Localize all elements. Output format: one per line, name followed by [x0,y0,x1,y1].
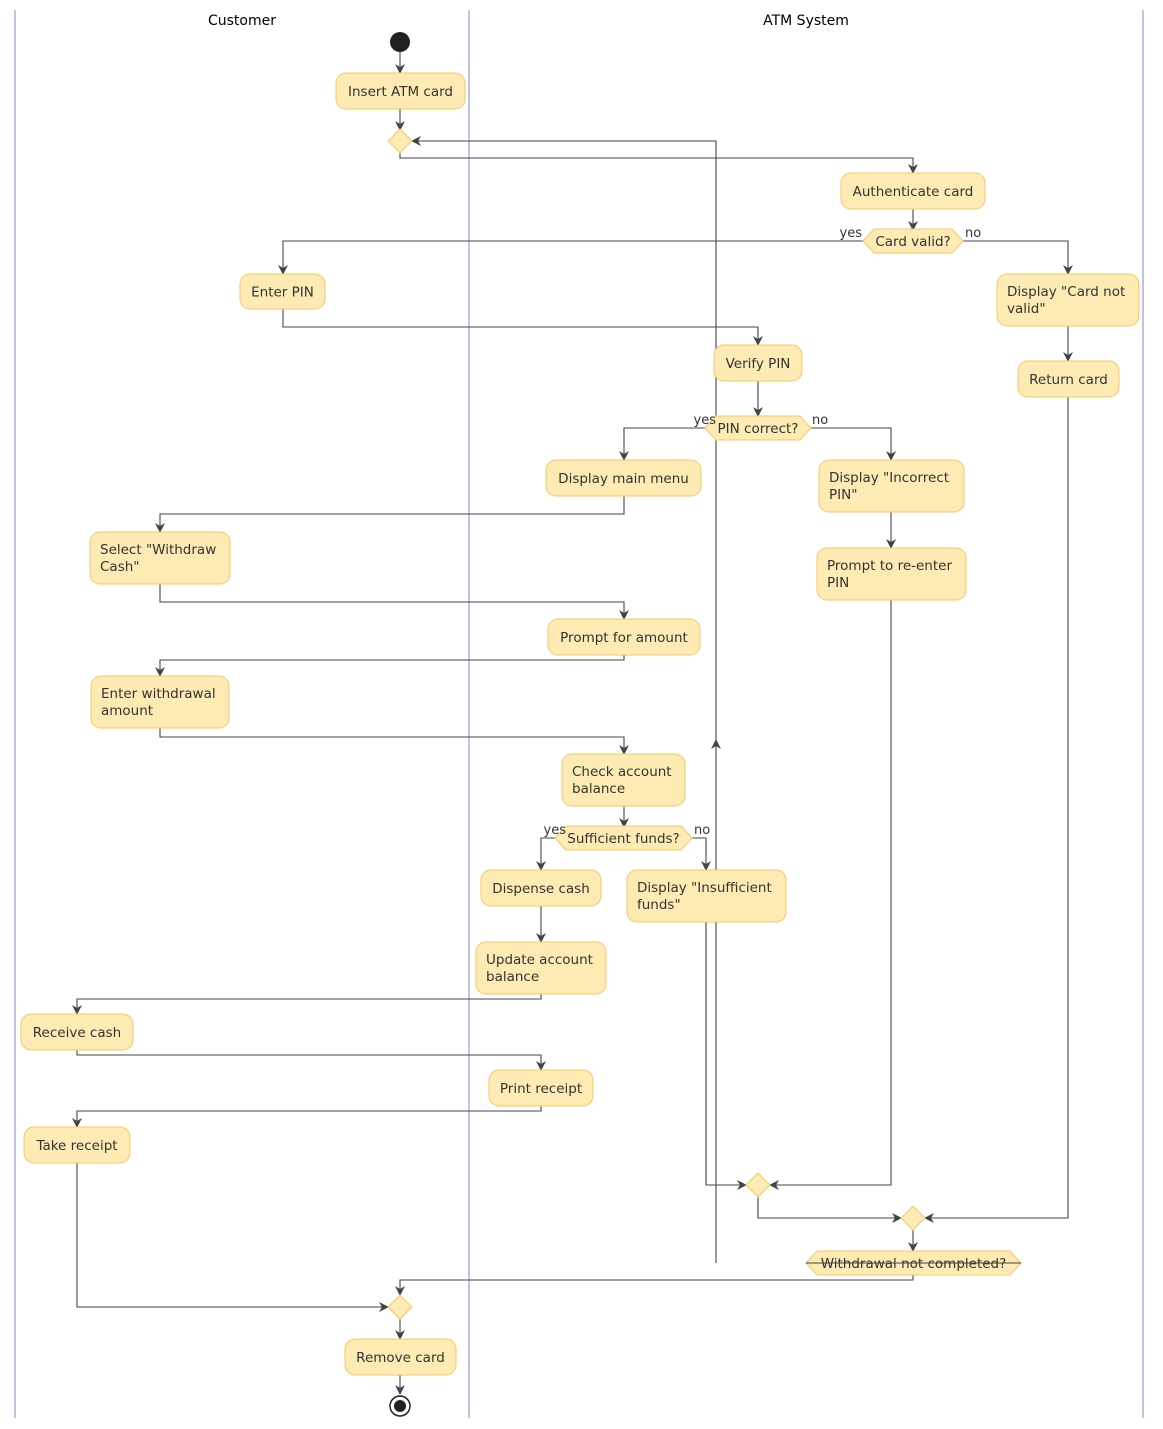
guard-yes: yes [544,823,567,838]
guard-yes: yes [694,413,717,428]
flow-arrow [757,1197,902,1223]
flow-arrow [395,1275,914,1296]
flow-arrow [76,1163,389,1312]
start-node [390,32,410,52]
activity-remove-card: Remove card [344,1338,457,1376]
activity-label: Enter PIN [251,285,314,301]
flow-arrow [811,427,896,461]
activity-label: Insert ATM card [348,84,453,100]
flow-arrow [536,837,555,871]
flow-arrow [963,240,1073,275]
lane-title-customer: Customer [208,13,276,29]
decision-sufficient: Sufficient funds? [554,825,693,851]
flow-arrow [399,153,918,174]
activity-label: Print receipt [500,1081,582,1097]
activity-main-menu: Display main menu [545,459,702,497]
activity-label: Receive cash [33,1025,121,1041]
flow-arrow [924,397,1069,1223]
guard-no: no [965,226,981,241]
activity-label: Prompt for amount [560,630,688,646]
activity-label: Select "Withdraw [100,542,216,558]
flow-arrow [278,240,863,275]
activity-insert-card: Insert ATM card [335,72,466,110]
decision-label: PIN correct? [718,421,799,437]
flow-arrow [705,922,747,1190]
lane-title-atm-system: ATM System [763,13,849,29]
decision-pin-correct: PIN correct? [704,415,812,441]
activity-label: PIN [827,575,849,591]
activity-label: Update account [486,952,593,968]
activity-label: Display "Incorrect [829,470,949,486]
activity-label: Display main menu [558,471,689,487]
activity-label: Prompt to re-enter [827,558,952,574]
activity-verify-pin: Verify PIN [713,344,803,382]
flow-arrow [769,600,892,1190]
activity-prompt-amount: Prompt for amount [547,618,701,656]
activity-print-receipt: Print receipt [488,1069,594,1107]
activity-label: funds" [637,897,681,913]
activity-label: Dispense cash [492,881,590,897]
activity-label: balance [486,969,539,985]
guard-yes: yes [840,226,863,241]
activity-label: Display "Insufficient [637,880,772,896]
decision-label: Card valid? [875,234,950,250]
activity-label: Cash" [100,559,140,575]
merge-diamond [900,1205,926,1231]
activity-label: PIN" [829,487,857,503]
activity-label: amount [101,703,153,719]
decision-label: Sufficient funds? [567,831,679,847]
decision-card-valid: Card valid? [862,228,964,254]
flow-arrow [411,136,717,742]
guard-no: no [812,413,828,428]
flow-arrow [282,309,763,346]
activity-enter-pin: Enter PIN [239,273,326,310]
activity-label: Authenticate card [853,184,974,200]
activity-authenticate: Authenticate card [840,172,986,210]
flow-arrow [619,427,705,461]
activity-label: Remove card [356,1350,445,1366]
activity-return-card: Return card [1017,360,1120,398]
guard-no: no [694,823,710,838]
activity-receive-cash: Receive cash [20,1013,134,1051]
flow-arrow [159,728,629,755]
flow-arrow [72,1106,542,1128]
activity-take-receipt: Take receipt [23,1126,131,1164]
activity-label: valid" [1007,301,1046,317]
end-node [389,1395,411,1417]
flow-arrow [76,1050,546,1071]
flow-arrow [72,994,542,1015]
merge-diamond [745,1172,771,1198]
activity-dispense: Dispense cash [480,869,602,907]
decision-label: Withdrawal not completed? [821,1256,1007,1272]
merge-diamond [387,128,413,154]
activity-label: Display "Card not [1007,284,1125,300]
end-node-inner [394,1400,406,1412]
flow-arrow [155,496,625,533]
activity-label: Verify PIN [726,356,791,372]
activity-label: balance [572,781,625,797]
merge-diamond [387,1294,413,1320]
flow-arrow [692,837,711,871]
activity-label: Take receipt [35,1138,117,1154]
flow-arrow [155,655,625,677]
activity-label: Enter withdrawal [101,686,216,702]
flow-arrow [159,584,629,620]
activity-label: Return card [1029,372,1108,388]
activity-label: Check account [572,764,672,780]
